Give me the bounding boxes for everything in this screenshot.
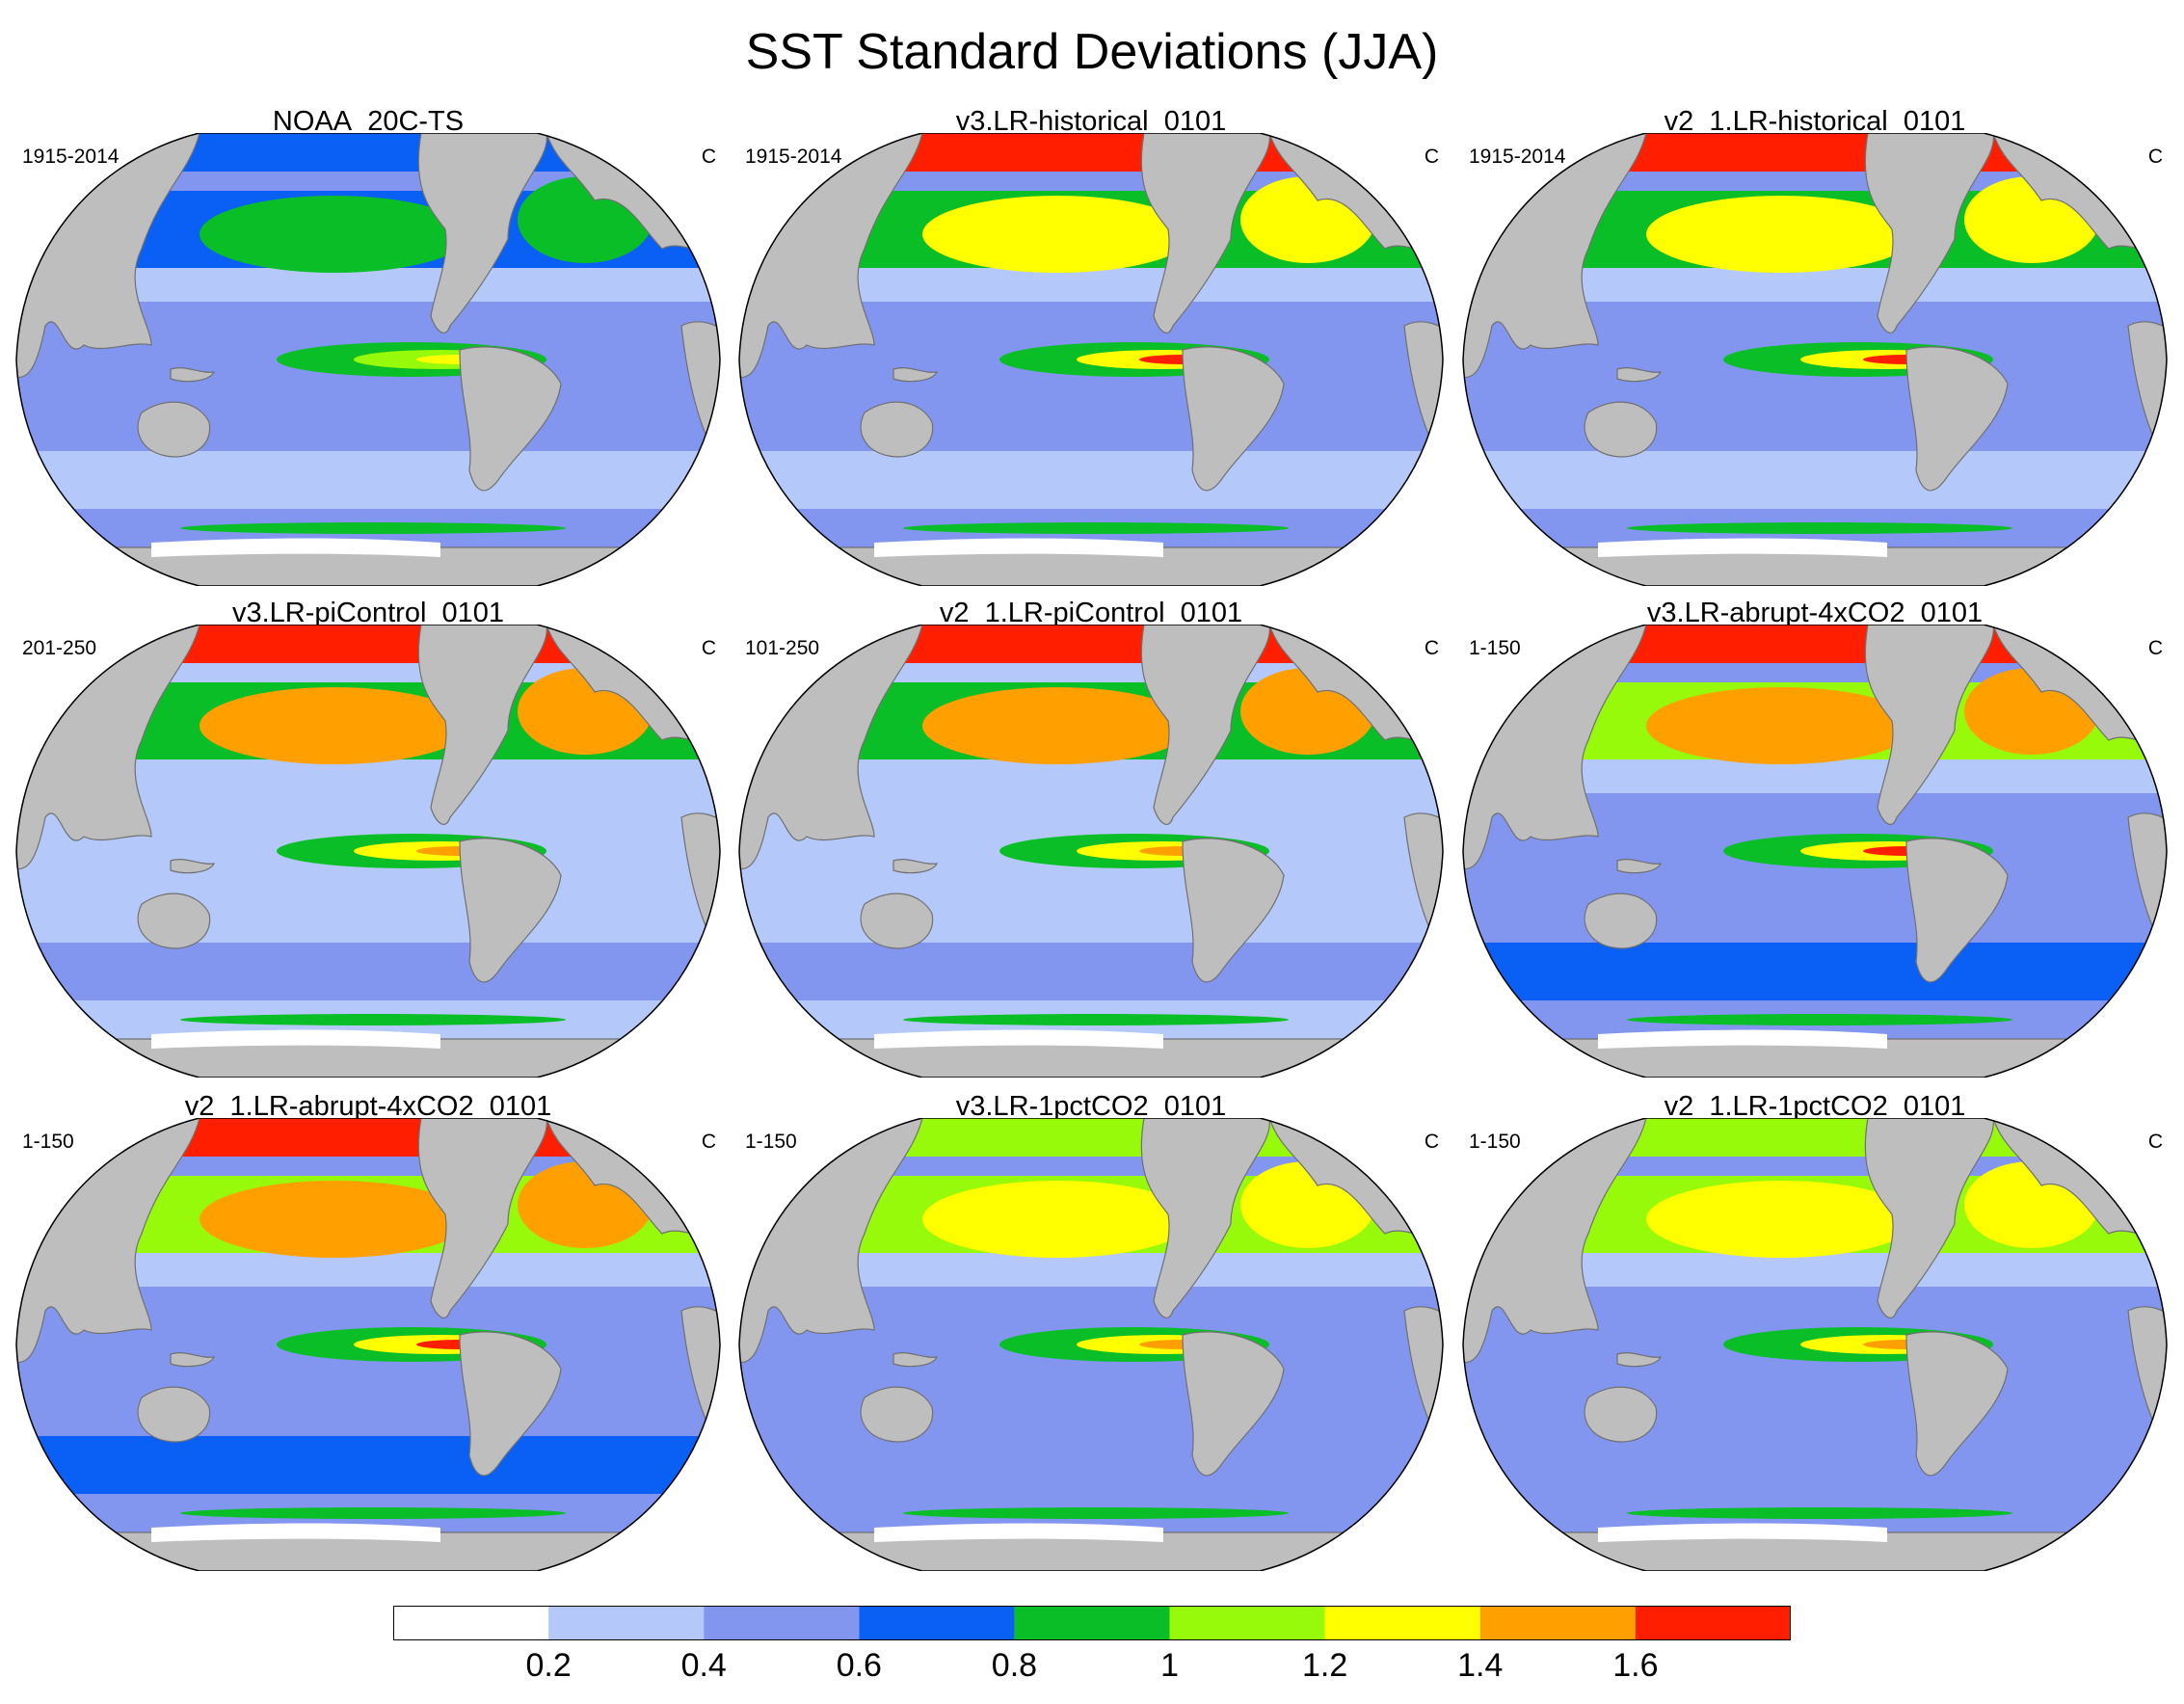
world-map <box>738 133 1444 586</box>
panel-title: v2_1.LR-piControl_0101 <box>939 598 1243 628</box>
map-panel: v2_1.LR-abrupt-4xCO2_0101 1-150 C <box>7 1089 730 1571</box>
colorbar <box>393 1606 1791 1640</box>
colorbar-tick-label: 0.2 <box>525 1647 572 1684</box>
world-map <box>1462 625 2168 1078</box>
colorbar-swatch <box>1635 1606 1791 1640</box>
panel-title: v3.LR-abrupt-4xCO2_0101 <box>1646 598 1984 628</box>
colorbar-tick-label: 0.6 <box>836 1647 882 1684</box>
colorbar-swatch <box>1169 1606 1325 1640</box>
colorbar-swatch <box>704 1606 860 1640</box>
panel-units: C <box>2147 146 2163 168</box>
colorbar-tick-label: 0.4 <box>680 1647 727 1684</box>
world-map <box>15 625 721 1078</box>
panel-period: 1915-2014 <box>22 146 120 168</box>
map-panel: v3.LR-piControl_0101 201-250 C <box>7 596 730 1078</box>
colorbar-tick-label: 0.8 <box>991 1647 1038 1684</box>
colorbar-swatch <box>1014 1606 1170 1640</box>
colorbar-swatch <box>393 1606 549 1640</box>
colorbar-swatch <box>548 1606 705 1640</box>
panel-units: C <box>1424 637 1439 659</box>
colorbar-tick-label: 1.2 <box>1302 1647 1348 1684</box>
panel-units: C <box>701 637 716 659</box>
panel-units: C <box>1424 146 1439 168</box>
panel-title: NOAA_20C-TS <box>272 106 465 137</box>
world-map <box>1462 133 2168 586</box>
colorbar-swatch <box>859 1606 1015 1640</box>
colorbar-tick-label: 1 <box>1160 1647 1179 1684</box>
colorbar-border <box>393 1606 1791 1640</box>
map-panel: v2_1.LR-1pctCO2_0101 1-150 C <box>1453 1089 2176 1571</box>
panel-title: v2_1.LR-1pctCO2_0101 <box>1664 1091 1966 1122</box>
world-map <box>15 1118 721 1571</box>
panel-units: C <box>701 1131 716 1153</box>
panel-title: v3.LR-1pctCO2_0101 <box>955 1091 1227 1122</box>
world-map <box>738 625 1444 1078</box>
panel-units: C <box>2147 1131 2163 1153</box>
panel-period: 1-150 <box>22 1131 74 1153</box>
map-panel: v2_1.LR-historical_0101 1915-2014 C <box>1453 104 2176 586</box>
panel-title: v2_1.LR-abrupt-4xCO2_0101 <box>184 1091 552 1122</box>
panel-title: v3.LR-historical_0101 <box>955 106 1227 137</box>
map-panel: v3.LR-historical_0101 1915-2014 C <box>730 104 1452 586</box>
panel-period: 1-150 <box>745 1131 797 1153</box>
map-panel: v2_1.LR-piControl_0101 101-250 C <box>730 596 1452 1078</box>
panel-period: 1-150 <box>1469 637 1521 659</box>
panel-units: C <box>2147 637 2163 659</box>
colorbar-swatch <box>1479 1606 1636 1640</box>
panel-period: 1915-2014 <box>1469 146 1566 168</box>
colorbar-tick-label: 1.4 <box>1457 1647 1504 1684</box>
panel-title: v2_1.LR-historical_0101 <box>1664 106 1966 137</box>
panel-period: 1-150 <box>1469 1131 1521 1153</box>
panel-title: v3.LR-piControl_0101 <box>231 598 505 628</box>
panel-period: 1915-2014 <box>745 146 842 168</box>
world-map <box>738 1118 1444 1571</box>
panel-period: 201-250 <box>22 637 97 659</box>
map-panel: v3.LR-1pctCO2_0101 1-150 C <box>730 1089 1452 1571</box>
panel-units: C <box>1424 1131 1439 1153</box>
figure-title: SST Standard Deviations (JJA) <box>745 24 1439 80</box>
world-map <box>1462 1118 2168 1571</box>
colorbar-tick-label: 1.6 <box>1612 1647 1659 1684</box>
world-map <box>15 133 721 586</box>
panel-period: 101-250 <box>745 637 820 659</box>
panel-units: C <box>701 146 716 168</box>
map-panel: NOAA_20C-TS 1915-2014 C <box>7 104 730 586</box>
colorbar-swatch <box>1324 1606 1480 1640</box>
map-panel: v3.LR-abrupt-4xCO2_0101 1-150 C <box>1453 596 2176 1078</box>
